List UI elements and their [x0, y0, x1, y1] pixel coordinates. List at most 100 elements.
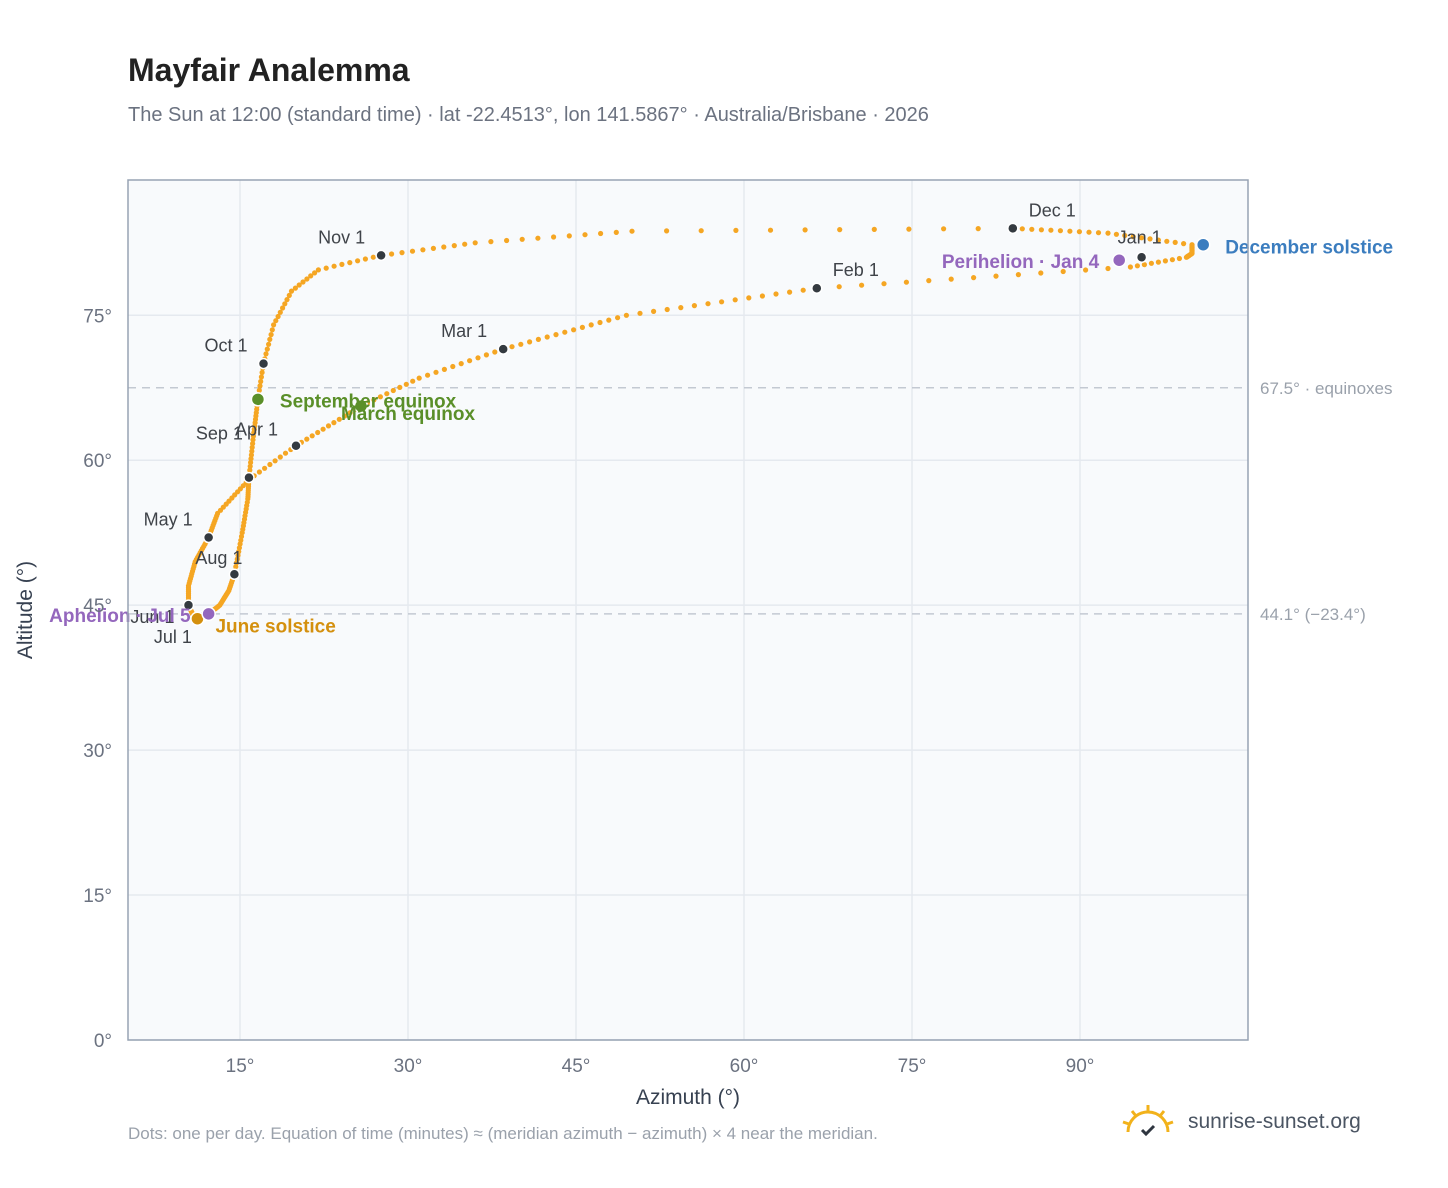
day-dot — [1113, 231, 1119, 237]
day-dot — [623, 312, 630, 318]
day-dot — [397, 384, 403, 390]
day-dot — [331, 420, 337, 426]
day-dot — [1105, 230, 1111, 236]
day-dot — [336, 416, 342, 422]
day-dot — [304, 436, 310, 442]
month-label: Feb 1 — [833, 260, 879, 280]
day-dot — [450, 363, 456, 370]
day-dot — [1122, 232, 1128, 239]
day-dot — [271, 322, 277, 328]
day-dot — [249, 448, 255, 454]
day-dot — [399, 250, 405, 256]
day-dot — [1038, 227, 1044, 233]
day-dot — [292, 285, 298, 291]
event-marker — [353, 398, 369, 414]
day-dot — [588, 322, 594, 328]
month-label: Jul 1 — [154, 627, 192, 647]
day-dot — [629, 228, 635, 234]
day-dot — [250, 441, 256, 447]
day-dot — [527, 339, 533, 345]
event-label: September equinox — [280, 391, 457, 412]
day-dot — [384, 391, 390, 397]
month-marker — [1135, 251, 1148, 264]
day-dot — [719, 299, 725, 305]
day-dot — [881, 281, 887, 287]
sun-logo-icon — [1122, 1105, 1174, 1137]
day-dot — [1134, 263, 1140, 269]
reference-lines: 67.5° · equinoxes 44.1° (−23.4°) — [128, 379, 1393, 624]
day-dot — [284, 297, 290, 303]
day-dot — [390, 387, 396, 394]
day-dot — [1139, 235, 1145, 241]
day-dot — [1130, 234, 1136, 240]
day-dot — [1067, 228, 1073, 234]
day-dot — [837, 227, 843, 233]
day-dot — [582, 232, 588, 238]
day-dot — [320, 426, 326, 432]
day-dot — [1029, 226, 1035, 232]
day-dot — [1148, 260, 1154, 266]
x-tick-label: 30° — [394, 1056, 423, 1077]
x-axis-label: Azimuth (°) — [636, 1086, 740, 1109]
event-label: Aphelion · Jul 5 — [49, 606, 191, 627]
day-dot — [1147, 236, 1153, 242]
day-dot — [259, 369, 265, 376]
day-dot — [410, 378, 416, 384]
day-dot — [1019, 226, 1025, 232]
day-dot — [370, 254, 376, 260]
day-dot — [787, 289, 793, 295]
day-dot — [308, 273, 314, 279]
month-marker — [375, 249, 387, 262]
day-dot — [535, 336, 542, 342]
day-dot — [275, 313, 281, 320]
day-dot — [1015, 272, 1022, 278]
day-dot — [571, 327, 577, 333]
day-dot — [1141, 262, 1147, 268]
day-dot — [248, 452, 254, 458]
day-dot — [256, 387, 262, 393]
day-dot — [247, 467, 253, 473]
day-dot — [282, 301, 288, 307]
y-tick-label: 60° — [83, 451, 112, 472]
event-label: December solstice — [1225, 238, 1393, 259]
day-dot — [389, 251, 395, 257]
month-marker — [1007, 222, 1019, 235]
day-dot — [802, 227, 808, 233]
day-dot — [705, 301, 711, 307]
day-dot — [597, 319, 603, 326]
day-dot — [269, 327, 275, 333]
y-tick-label: 0° — [94, 1031, 112, 1052]
day-dot — [678, 305, 684, 311]
day-dot — [519, 236, 525, 242]
day-dot — [975, 226, 981, 232]
day-dot — [362, 256, 368, 262]
day-dot — [733, 227, 739, 233]
day-dot — [272, 458, 278, 464]
x-tick-label: 15° — [226, 1056, 255, 1077]
day-dot — [300, 279, 306, 285]
day-dot — [759, 293, 766, 299]
x-tick-label: 60° — [730, 1056, 759, 1077]
month-marker — [228, 568, 241, 580]
footnote: Dots: one per day. Equation of time (min… — [128, 1124, 878, 1143]
day-dot — [518, 341, 524, 347]
day-dot — [339, 261, 345, 267]
day-dot — [433, 369, 439, 375]
day-dot — [257, 383, 263, 389]
day-dot — [403, 381, 409, 387]
day-dot — [309, 433, 315, 439]
month-label: Mar 1 — [441, 321, 487, 341]
day-dot — [304, 276, 310, 282]
day-dot — [971, 275, 977, 281]
day-dot — [553, 332, 559, 338]
day-dot — [441, 244, 447, 250]
event-label: March equinox — [341, 404, 476, 425]
day-dot — [247, 463, 253, 469]
brand[interactable]: sunrise-sunset.org — [1120, 1102, 1361, 1142]
day-dot — [551, 234, 557, 240]
day-dot — [409, 248, 416, 254]
day-dot — [613, 229, 619, 235]
day-dot — [371, 397, 377, 403]
day-dot — [535, 235, 541, 241]
day-dot — [871, 226, 877, 232]
